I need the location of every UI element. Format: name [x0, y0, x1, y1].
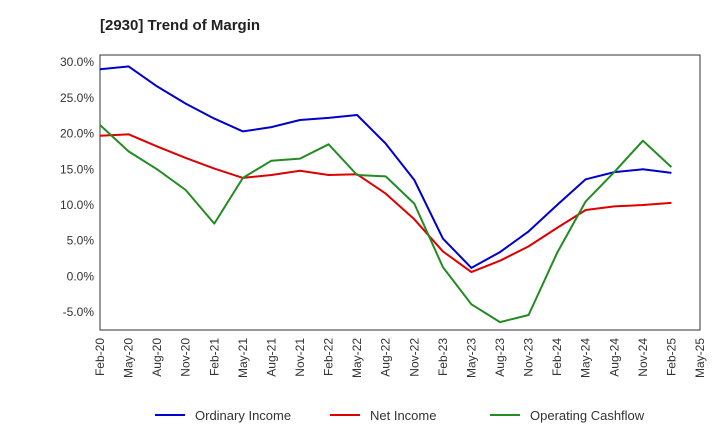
chart-title: [2930] Trend of Margin: [100, 17, 260, 34]
legend-label-net-income: Net Income: [370, 408, 436, 423]
series-line-operating-cashflow: [99, 124, 673, 324]
y-tick-label: 20.0%: [60, 127, 94, 141]
y-tick-label: 25.0%: [60, 91, 94, 105]
x-tick-label: May-22: [350, 338, 364, 378]
y-tick-label: -5.0%: [63, 305, 95, 319]
x-tick-label: Aug-21: [264, 338, 278, 377]
x-tick-label: May-23: [464, 338, 478, 378]
axis-layer: 30.0% 25.0% 20.0% 15.0% 10.0% 5.0% 0.0% -5.0% Fe…: [60, 54, 707, 378]
y-tick-label: 10.0%: [60, 198, 94, 212]
x-tick-label: Nov-21: [293, 338, 307, 377]
x-tick-label: May-21: [236, 338, 250, 378]
x-tick-label: Feb-24: [550, 338, 564, 376]
x-tick-label: May-20: [122, 338, 136, 378]
y-tick-label: 30.0%: [60, 55, 94, 69]
x-tick-label: Nov-23: [522, 338, 536, 377]
x-tick-label: Feb-21: [207, 338, 221, 376]
x-tick-label: Feb-23: [436, 338, 450, 376]
x-tick-label: Feb-22: [322, 338, 336, 376]
legend-label-operating-cashflow: Operating Cashflow: [530, 408, 645, 423]
x-tick-label: May-25: [693, 338, 707, 378]
x-tick-label: Aug-24: [607, 338, 621, 377]
x-tick-label: Aug-20: [150, 338, 164, 377]
x-tick-label: Aug-23: [493, 338, 507, 377]
series-line-ordinary-income: [99, 65, 672, 269]
y-tick-label: 5.0%: [67, 234, 95, 248]
x-tick-label: Aug-22: [379, 338, 393, 377]
legend-label-ordinary-income: Ordinary Income: [195, 408, 291, 423]
x-tick-label: Nov-24: [636, 338, 650, 377]
x-tick-label: May-24: [579, 338, 593, 378]
plot-area-frame: [99, 54, 701, 331]
legend: Ordinary Income Net Income Operating Cashf…: [155, 408, 645, 423]
x-tick-label: Feb-20: [93, 338, 107, 376]
x-tick-label: Nov-20: [179, 338, 193, 377]
x-tick-label: Nov-22: [407, 338, 421, 377]
series-layer: [99, 65, 673, 324]
series-line-net-income: [99, 133, 672, 274]
y-tick-label: 0.0%: [67, 269, 95, 283]
x-tick-label: Feb-25: [664, 338, 678, 376]
y-tick-label: 15.0%: [60, 162, 94, 176]
